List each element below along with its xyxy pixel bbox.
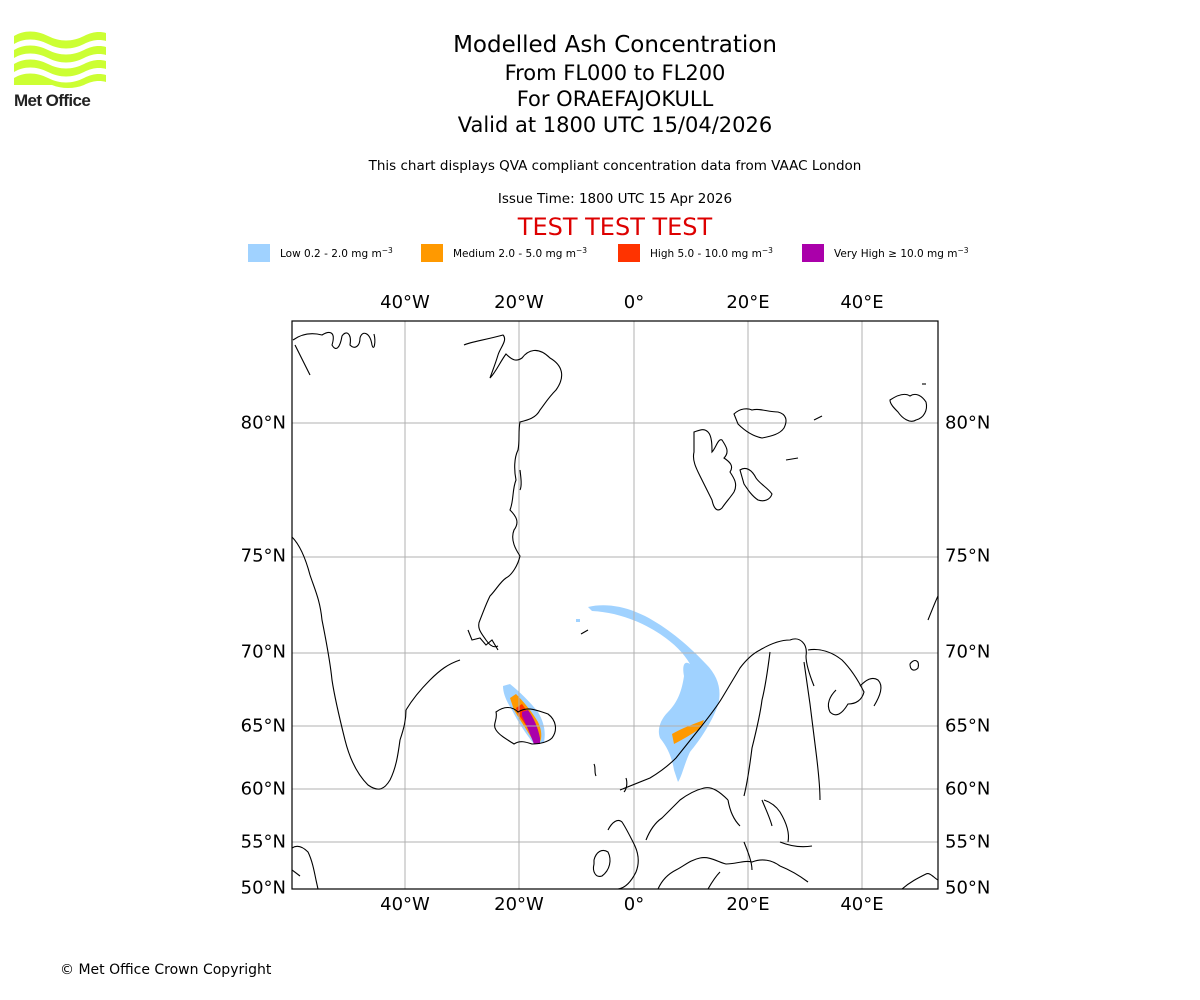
wave-stripes-icon	[14, 31, 106, 88]
lat-label-right-55n: 55°N	[945, 831, 991, 853]
graticule	[292, 321, 938, 889]
legend-range: 5.0 - 10.0 mg m	[677, 248, 762, 260]
issue-time: Issue Time: 1800 UTC 15 Apr 2026	[497, 191, 733, 207]
legend-item-high: High 5.0 - 10.0 mg m−3	[618, 244, 773, 262]
lat-label-left-65n: 65°N	[240, 715, 286, 737]
lat-label-left-80n: 80°N	[240, 412, 286, 434]
lon-label-top-40e: 40°E	[840, 292, 884, 313]
lat-label-left-70n: 70°N	[240, 641, 286, 663]
swatch-medium	[421, 244, 443, 262]
legend-range: 2.0 - 5.0 mg m	[498, 248, 577, 260]
swatch-very-high	[802, 244, 824, 262]
lon-label-top-20e: 20°E	[726, 292, 770, 313]
legend-exponent: −3	[761, 246, 773, 255]
met-office-logo: Met Office	[14, 30, 106, 112]
lat-label-right-65n: 65°N	[945, 715, 991, 737]
ash-plume-iceland	[503, 684, 545, 744]
lon-label-bottom-20w: 20°W	[494, 894, 544, 915]
swatch-low	[248, 244, 270, 262]
chart-title-block: Modelled Ash Concentration From FL000 to…	[0, 30, 1200, 138]
swatch-high	[618, 244, 640, 262]
concentration-legend: Low 0.2 - 2.0 mg m−3 Medium 2.0 - 5.0 mg…	[0, 244, 1200, 264]
legend-exponent: −3	[957, 246, 969, 255]
volcano-name: For ORAEFAJOKULL	[516, 87, 714, 111]
legend-level: Very High	[834, 248, 885, 260]
copyright-notice: © Met Office Crown Copyright	[60, 962, 272, 978]
test-banner: TEST TEST TEST	[517, 213, 713, 241]
lon-label-bottom-40e: 40°E	[840, 894, 884, 915]
lon-label-top-0: 0°	[623, 292, 645, 313]
lat-label-left-60n: 60°N	[240, 778, 286, 800]
lon-label-bottom-20e: 20°E	[726, 894, 770, 915]
flight-levels: From FL000 to FL200	[504, 61, 726, 85]
legend-exponent: −3	[381, 246, 393, 255]
lat-label-right-80n: 80°N	[945, 412, 991, 434]
lon-label-bottom-0: 0°	[623, 894, 645, 915]
valid-time: Valid at 1800 UTC 15/04/2026	[457, 113, 773, 137]
lat-label-left-55n: 55°N	[240, 831, 286, 853]
lat-label-left-75n: 75°N	[240, 545, 286, 567]
legend-level: High	[650, 248, 675, 260]
lon-label-bottom-40w: 40°W	[380, 894, 430, 915]
chart-title: Modelled Ash Concentration	[453, 32, 777, 58]
logo-text: Met Office	[14, 91, 91, 110]
legend-item-very-high: Very High ≥ 10.0 mg m−3	[802, 244, 969, 262]
lon-label-top-40w: 40°W	[380, 292, 430, 313]
legend-item-medium: Medium 2.0 - 5.0 mg m−3	[421, 244, 587, 262]
legend-item-low: Low 0.2 - 2.0 mg m−3	[248, 244, 393, 262]
legend-range: ≥ 10.0 mg m	[888, 248, 958, 260]
ash-plume-norwegian-sea	[576, 605, 720, 782]
legend-level: Low	[280, 248, 301, 260]
legend-range: 0.2 - 2.0 mg m	[304, 248, 382, 260]
lat-label-right-75n: 75°N	[945, 545, 991, 567]
chart-description: This chart displays QVA compliant concen…	[368, 158, 862, 174]
lat-label-right-70n: 70°N	[945, 641, 991, 663]
lat-label-right-60n: 60°N	[945, 778, 991, 800]
coastlines	[292, 331, 938, 889]
lat-label-left-50n: 50°N	[240, 877, 286, 899]
map-frame	[291, 320, 939, 890]
legend-level: Medium	[453, 248, 495, 260]
legend-exponent: −3	[576, 246, 588, 255]
lat-label-right-50n: 50°N	[945, 877, 991, 899]
lon-label-top-20w: 20°W	[494, 292, 544, 313]
